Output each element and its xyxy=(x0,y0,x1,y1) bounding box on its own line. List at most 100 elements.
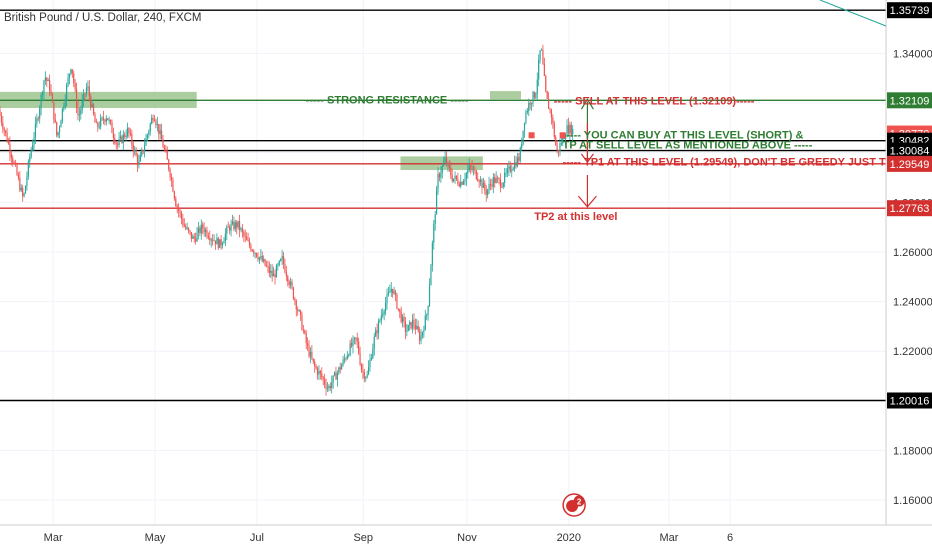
candle-body xyxy=(353,337,355,339)
candle-body xyxy=(246,236,248,241)
price-label-bg xyxy=(887,142,932,159)
candle-body xyxy=(314,361,316,367)
price-labels: 1.357391.321091.307701.304821.300841.295… xyxy=(887,2,932,409)
candle-body xyxy=(379,320,381,322)
candle-body xyxy=(536,79,538,94)
candle-body xyxy=(227,226,229,228)
candle-body xyxy=(565,136,567,140)
candle-body xyxy=(253,250,255,254)
candle-body xyxy=(173,191,175,199)
candle-body xyxy=(318,371,320,375)
candle-body xyxy=(529,103,531,105)
candle-body xyxy=(155,120,157,125)
candle-body xyxy=(359,353,361,365)
candle-body xyxy=(175,198,177,207)
candle-body xyxy=(525,112,527,123)
candle-body xyxy=(440,172,442,178)
tp1-arrowhead xyxy=(580,153,594,164)
candle-body xyxy=(326,388,329,389)
candle-body xyxy=(474,169,476,171)
candle-body xyxy=(341,365,343,370)
candle-body xyxy=(304,330,306,334)
candle-body xyxy=(260,256,262,258)
candle-body xyxy=(83,93,85,101)
candle-body xyxy=(549,108,551,110)
candle-body xyxy=(362,370,364,372)
candle-body xyxy=(36,118,38,124)
candle-body xyxy=(443,161,445,166)
candle-body xyxy=(196,232,198,242)
candle-body xyxy=(451,175,453,182)
candle-body xyxy=(339,367,341,370)
candle-body xyxy=(203,228,205,233)
candle-body xyxy=(278,260,280,265)
candle-body xyxy=(248,240,251,246)
candle-body xyxy=(190,232,192,239)
candle-body xyxy=(470,165,472,167)
candle-body xyxy=(413,319,415,325)
candle-body xyxy=(183,224,185,227)
candle-body xyxy=(26,176,28,186)
candle-body xyxy=(404,321,407,332)
candle-body xyxy=(114,137,116,143)
candles xyxy=(0,44,574,396)
candle-body xyxy=(131,133,133,145)
candle-body xyxy=(57,132,59,136)
candle-body xyxy=(204,229,207,233)
time-axis[interactable] xyxy=(0,525,932,550)
zone-rect xyxy=(489,91,521,100)
candle-body xyxy=(5,130,7,133)
candle-body xyxy=(287,276,289,282)
candle-body xyxy=(243,231,245,236)
candle-body xyxy=(400,311,402,322)
candle-body xyxy=(233,221,235,229)
candle-body xyxy=(112,133,115,138)
events-badge[interactable]: 2 xyxy=(562,493,586,517)
candle-body xyxy=(129,132,132,134)
candle-body xyxy=(56,122,58,136)
candle-body xyxy=(51,93,54,103)
candle-body xyxy=(128,127,130,133)
candle-body xyxy=(333,372,336,376)
candle-body xyxy=(479,179,482,183)
candle-body xyxy=(7,141,10,144)
candle-body xyxy=(360,364,363,371)
candle-body xyxy=(312,358,314,362)
candle-body xyxy=(370,358,373,360)
candle-body xyxy=(325,384,327,389)
candle-body xyxy=(199,227,201,234)
candle-body xyxy=(392,288,394,294)
candle-body xyxy=(61,108,63,121)
candle-body xyxy=(0,110,1,116)
candle-body xyxy=(406,331,408,332)
candle-body xyxy=(146,134,149,138)
candle-body xyxy=(447,163,449,165)
candle-body xyxy=(311,351,313,359)
candle-body xyxy=(44,77,46,81)
candle-body xyxy=(105,118,107,122)
annotations: ----- STRONG RESISTANCE ----- ----- SELL … xyxy=(306,94,932,223)
candle-body xyxy=(43,80,45,94)
candle-body xyxy=(12,158,14,163)
candle-body xyxy=(58,127,61,133)
candle-body xyxy=(132,144,134,152)
candle-body xyxy=(485,190,487,195)
candle-body xyxy=(40,94,42,109)
candle-body xyxy=(301,314,303,330)
candle-body xyxy=(104,119,106,122)
candle-body xyxy=(438,173,441,178)
price-axis[interactable] xyxy=(886,0,932,525)
candle-body xyxy=(540,49,543,51)
y-tick-label: 1.26000 xyxy=(893,247,932,259)
candle-body xyxy=(67,77,69,86)
badge-count: 2 xyxy=(577,498,582,507)
candle-body xyxy=(231,221,234,224)
candle-body xyxy=(505,172,507,174)
candle-body xyxy=(30,150,32,157)
candle-body xyxy=(396,294,398,309)
candle-body xyxy=(508,166,510,169)
candle-body xyxy=(219,239,221,248)
candle-body xyxy=(431,242,433,266)
candle-body xyxy=(298,310,300,312)
